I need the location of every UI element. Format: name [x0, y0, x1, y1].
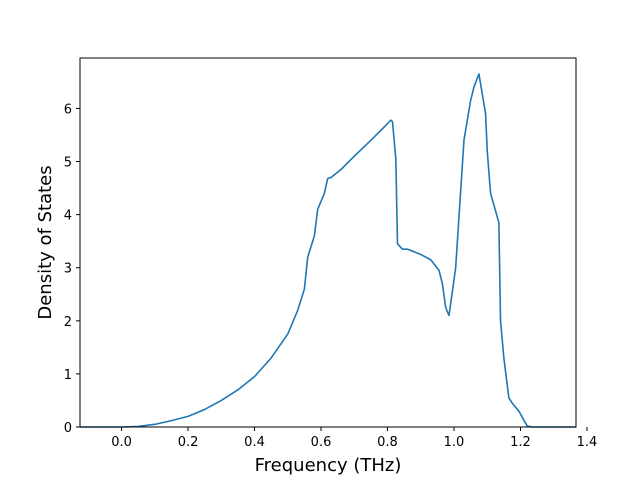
x-tick-label: 1.4 — [577, 435, 598, 450]
y-axis: 0 1 2 3 4 5 6 — [64, 102, 80, 436]
x-tick-label: 1.0 — [444, 435, 465, 450]
y-tick-label: 5 — [64, 156, 72, 171]
x-tick-label: 1.2 — [510, 435, 531, 450]
x-tick-label: 0.8 — [377, 435, 398, 450]
x-tick-label: 0.0 — [111, 435, 132, 450]
y-tick-label: 6 — [64, 102, 72, 117]
x-tick-label: 0.4 — [244, 435, 265, 450]
y-tick-label: 0 — [64, 421, 72, 436]
plot-frame — [79, 57, 577, 428]
y-tick-label: 2 — [64, 315, 72, 330]
y-axis-label: Density of States — [35, 165, 56, 319]
y-tick-label: 1 — [64, 368, 72, 383]
y-tick-label: 3 — [64, 262, 72, 277]
x-tick-label: 0.6 — [311, 435, 332, 450]
dos-series-line — [80, 73, 576, 428]
plot-area — [80, 58, 576, 427]
y-tick-label: 4 — [64, 209, 72, 224]
x-axis: 0.0 0.2 0.4 0.6 0.8 1.0 1.2 1.4 — [111, 427, 597, 450]
x-tick-label: 0.2 — [178, 435, 199, 450]
x-axis-label: Frequency (THz) — [255, 455, 402, 476]
